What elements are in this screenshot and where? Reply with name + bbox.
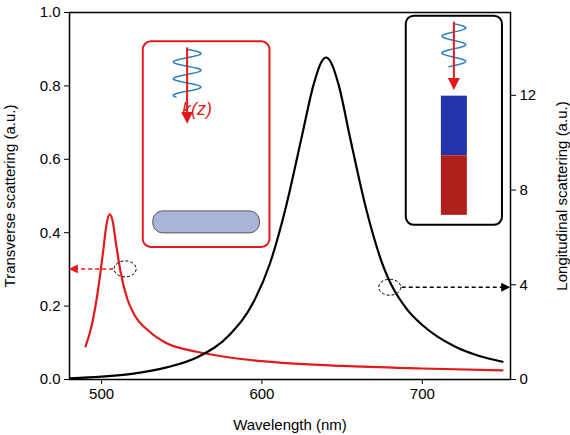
svg-text:k(z): k(z) [182, 99, 212, 119]
svg-text:1.0: 1.0 [40, 3, 61, 20]
svg-text:0: 0 [520, 370, 528, 387]
svg-text:700: 700 [410, 385, 435, 402]
svg-text:Wavelength (nm): Wavelength (nm) [233, 416, 347, 433]
svg-text:12: 12 [520, 86, 537, 103]
svg-text:8: 8 [520, 181, 528, 198]
svg-text:0.8: 0.8 [40, 77, 61, 94]
svg-text:0.4: 0.4 [40, 224, 61, 241]
svg-text:0.2: 0.2 [40, 297, 61, 314]
svg-text:600: 600 [249, 385, 274, 402]
svg-text:4: 4 [520, 276, 528, 293]
svg-text:0.0: 0.0 [40, 370, 61, 387]
svg-text:0.6: 0.6 [40, 150, 61, 167]
svg-text:500: 500 [89, 385, 114, 402]
svg-text:Longitudinal scattering (a.u.): Longitudinal scattering (a.u.) [553, 101, 570, 290]
svg-text:Transverse scattering (a.u.): Transverse scattering (a.u.) [1, 105, 18, 288]
